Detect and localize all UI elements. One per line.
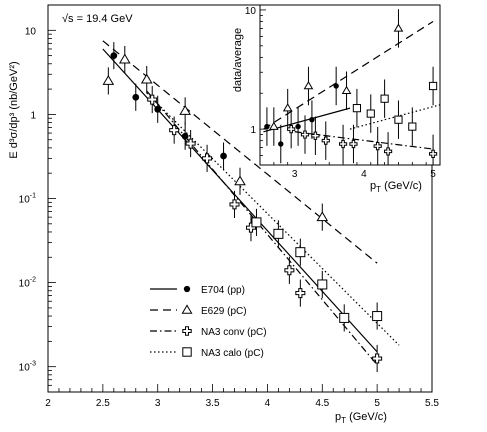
legend-label: E629 (pC) [201,306,247,317]
legend-label: NA3 conv (pC) [201,327,267,338]
y-tick-exponent: -2 [30,277,36,284]
x-tick-label: 5 [430,169,436,180]
x-tick-label: 4 [361,169,367,180]
data-point [393,23,404,32]
data-point [234,175,246,186]
fit-line-filled-circle [263,107,351,133]
data-point [118,53,131,64]
data-point [428,81,438,91]
data-point [251,217,262,228]
data-point [154,105,162,113]
legend-marker [181,304,193,314]
x-tick-label: 2 [45,398,51,409]
y-tick-label: 10 [25,26,37,37]
data-point [169,125,180,136]
data-point [269,121,279,130]
data-point [295,123,301,130]
data-point [428,149,438,158]
x-axis-label: pT (GeV/c) [335,411,387,425]
data-point [349,139,358,149]
inset-y-axis-label: data/average [232,28,244,92]
data-point [110,52,118,60]
inset-background [260,5,440,165]
data-point [394,115,403,124]
data-point [284,265,295,276]
data-point [147,94,158,105]
data-point [264,123,270,130]
x-axis-label-sub: T [341,416,346,425]
data-point [282,103,293,112]
data-point [300,130,310,139]
data-point [317,279,328,290]
inset-plot: 3 4 5 10 1 data/average pT (GeV/c) [232,4,441,194]
data-point [303,81,314,90]
data-point [229,199,240,210]
x-tick-label: 3.5 [206,398,220,409]
legend-label: E704 (pp) [201,285,245,296]
data-point [140,73,153,84]
legend-label: NA3 calo (pC) [201,348,264,359]
inset-x-axis-label-unit: (GeV/c) [381,180,422,192]
y-axis-label: E d³σ/dp³ (nb/GeV²) [8,61,20,158]
x-axis-label-unit: (GeV/c) [346,411,387,423]
data-point [132,93,140,101]
data-point [341,85,352,94]
data-point [352,104,362,113]
x-tick-label: 3 [155,398,161,409]
legend-marker [183,285,191,293]
data-point [278,141,284,147]
data-point [181,132,189,140]
inset-x-axis-label-sub: T [376,185,381,194]
x-tick-label: 3 [292,169,298,180]
energy-annotation: √s = 19.4 GeV [62,13,133,25]
inset-y-tick-label: 1 [250,125,256,136]
data-point [287,125,296,134]
data-point [339,312,350,323]
data-point [179,104,191,115]
legend-marker [182,347,192,357]
data-point [372,353,383,364]
data-point [408,122,417,131]
fit-line-open-cross [294,131,434,150]
data-point [273,228,284,239]
data-point [295,288,306,299]
y-tick-label: 1 [30,110,36,121]
data-point [383,147,393,156]
y-tick-label: 10-1 [19,193,36,206]
data-point [366,109,375,118]
legend: E704 (pp) E629 (pC) NA3 conv (pC) NA3 calo … [150,285,267,359]
x-tick-label: 5 [374,398,380,409]
y-tick-exponent: -3 [30,361,36,368]
data-point [185,138,196,149]
legend-marker [182,326,192,336]
data-point [102,75,115,85]
data-point [380,94,389,103]
inset-frame [259,4,441,166]
x-tick-label: 4 [265,398,271,409]
inset-x-axis-label: pT (GeV/c) [370,180,422,194]
data-point [316,211,329,222]
data-point [309,116,315,123]
data-point [202,153,213,164]
data-point [311,131,320,140]
y-tick-label: 10-3 [19,361,36,374]
x-tick-label: 2.5 [96,398,110,409]
x-tick-label: 4.5 [315,398,329,409]
data-point [295,247,306,258]
data-point [338,139,348,149]
y-tick-label: 10-2 [19,277,36,290]
fit-line-open-square [146,92,400,346]
data-point [373,142,382,151]
data-point [372,311,383,322]
data-point [321,136,330,145]
x-tick-label: 5.5 [425,398,439,409]
inset-y-tick-label: 10 [245,6,257,17]
data-point [333,83,339,89]
data-point [220,152,227,160]
y-tick-exponent: -1 [30,193,36,200]
